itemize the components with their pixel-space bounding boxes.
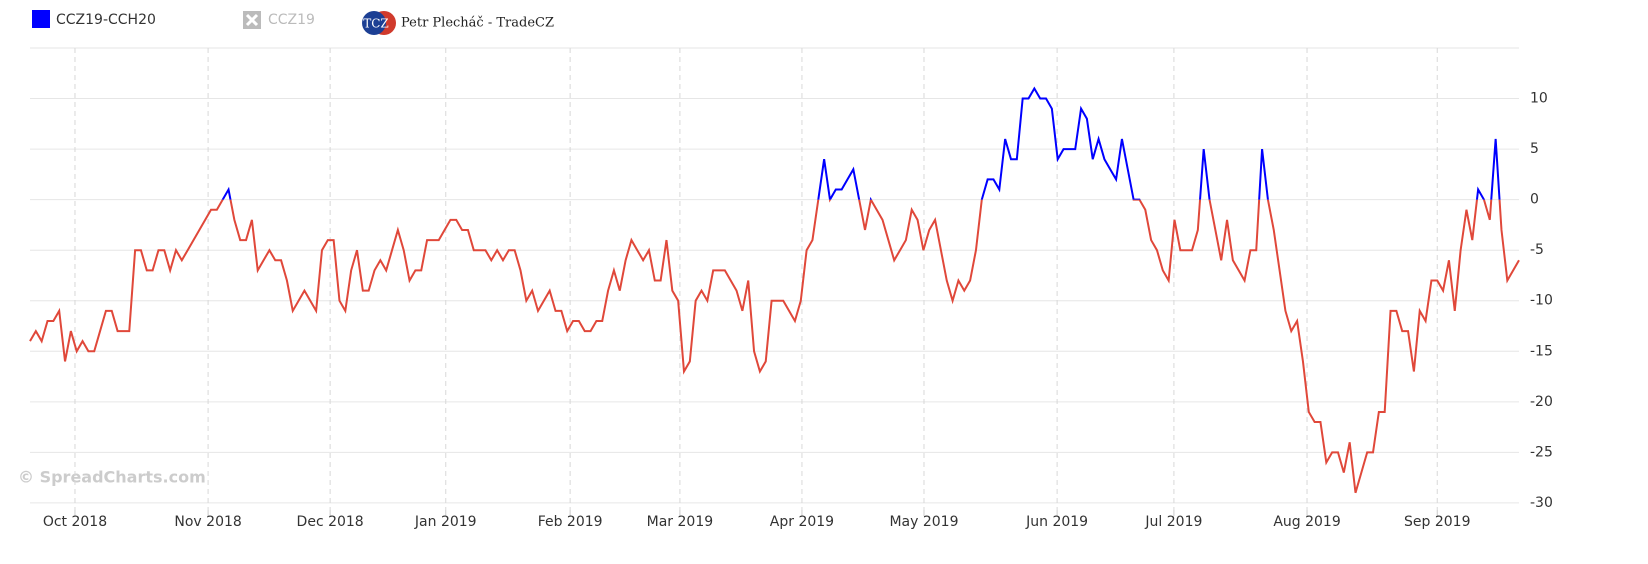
y-tick-label: 10: [1530, 91, 1548, 107]
x-tick-label: Oct 2018: [43, 514, 107, 530]
brand-name: Petr Plecháč - TradeCZ: [401, 16, 554, 31]
y-tick-label: 0: [1530, 192, 1539, 208]
legend-label[interactable]: CCZ19-CCH20: [56, 12, 156, 28]
logo-text: TCZ: [363, 17, 389, 31]
y-tick-label: -20: [1530, 394, 1553, 410]
y-tick-label: -25: [1530, 444, 1553, 460]
legend-hidden-icon[interactable]: [243, 11, 261, 29]
x-tick-label: May 2019: [889, 514, 958, 530]
x-tick-label: Feb 2019: [538, 514, 603, 530]
x-tick-label: Jun 2019: [1025, 514, 1088, 530]
series-line-below: [29, 199, 1520, 494]
y-tick-label: -15: [1530, 343, 1553, 359]
y-tick-label: -30: [1530, 495, 1553, 511]
y-tick-label: -5: [1530, 242, 1544, 258]
x-tick-label: Jan 2019: [414, 514, 477, 530]
x-tick-label: Nov 2018: [174, 514, 241, 530]
x-tick-label: Dec 2018: [297, 514, 364, 530]
watermark: © SpreadCharts.com: [18, 468, 206, 487]
legend-swatch[interactable]: [32, 10, 50, 28]
x-tick-label: Sep 2019: [1404, 514, 1470, 530]
x-tick-label: Mar 2019: [647, 514, 714, 530]
x-tick-label: Apr 2019: [770, 514, 834, 530]
brand-logo: TCZ: [362, 11, 396, 35]
x-tick-label: Aug 2019: [1273, 514, 1340, 530]
legend-label[interactable]: CCZ19: [268, 12, 315, 28]
y-tick-label: -10: [1530, 293, 1553, 309]
x-tick-label: Jul 2019: [1144, 514, 1202, 530]
y-tick-label: 5: [1530, 141, 1539, 157]
